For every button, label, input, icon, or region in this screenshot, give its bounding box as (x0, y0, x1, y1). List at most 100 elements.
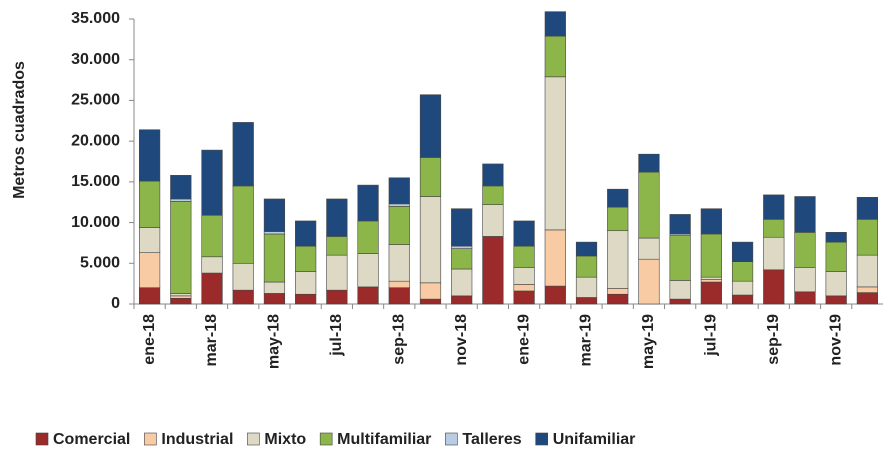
legend-swatch (247, 432, 260, 446)
bar-segment (170, 293, 192, 297)
bar-segment (357, 220, 379, 254)
bar-segment (638, 171, 660, 239)
bar-segment (669, 214, 691, 235)
bar-segment (700, 208, 722, 235)
bar-segment (295, 293, 317, 305)
bar-segment (170, 201, 192, 294)
y-tick-label: 10.000 (71, 214, 120, 231)
bar-segment (326, 254, 348, 291)
y-tick-label: 25.000 (71, 92, 120, 109)
bar-segment (263, 281, 286, 294)
bar-segment (669, 235, 691, 281)
bar-segment (638, 258, 660, 305)
bar-segment (419, 157, 442, 197)
x-tick-label: may-18 (266, 314, 283, 369)
legend-label: Mixto (264, 431, 306, 448)
bar-segment (139, 252, 161, 289)
bar-segment (669, 298, 691, 305)
bar-segment (357, 253, 379, 288)
bar-segment (607, 288, 629, 295)
bar-segment (451, 245, 473, 249)
bar-segment (856, 254, 878, 288)
bar-segment (825, 295, 847, 305)
bar-segment (263, 233, 286, 283)
bar-segment (326, 289, 348, 305)
x-tick-label: may-19 (640, 314, 657, 369)
legend-label: Multifamiliar (337, 431, 431, 448)
bar-segment (388, 287, 410, 305)
bar-segment (513, 245, 535, 268)
bar-segment (388, 177, 410, 205)
bar-segment (201, 272, 223, 305)
bar-segment (544, 229, 566, 287)
bar-segment (669, 280, 691, 300)
bar-segment (263, 293, 286, 305)
x-tick-label: mar-19 (578, 314, 595, 367)
bar-segment (544, 11, 566, 37)
bar-segment (170, 175, 192, 200)
y-tick-label: 5.000 (80, 255, 120, 272)
bar-segment (388, 244, 410, 282)
bar-segment (794, 232, 816, 268)
x-tick-label: nov-18 (453, 314, 470, 366)
bar-segment (482, 236, 504, 305)
bar-segment (700, 281, 722, 305)
bar-segment (575, 276, 598, 298)
bar-segment (170, 297, 192, 305)
y-tick-label: 30.000 (71, 51, 120, 68)
bar-segment (856, 197, 878, 220)
bar-segment (794, 196, 816, 233)
legend-label: Talleres (462, 431, 521, 448)
x-tick-label: ene-19 (515, 314, 532, 365)
bar-segment (607, 293, 629, 305)
bar-segment (357, 286, 379, 305)
bar-segment (700, 279, 722, 283)
bar-segment (794, 267, 816, 293)
bar-segment (232, 122, 254, 187)
bar-segment (544, 285, 566, 305)
bar-segment (419, 282, 442, 300)
bar-segment (763, 269, 785, 305)
bar-segment (794, 291, 816, 305)
bar-segment (482, 163, 504, 187)
bar-segment (201, 256, 223, 274)
bar-segment (326, 198, 348, 237)
bar-segment (139, 227, 161, 253)
bar-segment (326, 236, 348, 256)
bar-segment (544, 76, 566, 231)
bar-segment (763, 194, 785, 220)
bar-segment (513, 220, 535, 247)
bar-segment (700, 276, 722, 280)
legend-swatch (35, 432, 49, 446)
x-tick-label: sep-19 (765, 314, 782, 365)
bar-segment (607, 188, 629, 208)
bar-segment (388, 203, 410, 207)
bar-segment (451, 208, 473, 247)
bar-segment (638, 237, 660, 260)
bar-segment (825, 232, 847, 243)
bar-segment (607, 206, 629, 232)
legend-swatch (144, 432, 157, 446)
legend-swatch (319, 432, 333, 446)
bar-segment (419, 298, 442, 305)
legend-swatch (535, 432, 549, 446)
x-tick-label: ene-18 (141, 314, 158, 365)
bar-segment (419, 94, 442, 158)
bar-segment (731, 280, 754, 296)
y-axis-label: Metros cuadrados (11, 61, 28, 199)
bar-segment (544, 35, 566, 78)
y-tick-label: 0 (111, 295, 120, 312)
bar-segment (451, 268, 473, 297)
bar-segment (638, 153, 660, 173)
legend-label: Industrial (161, 431, 233, 448)
bar-segment (201, 149, 223, 216)
bar-segment (451, 295, 473, 305)
bar-segment (575, 241, 598, 257)
bar-segment (731, 241, 754, 262)
bar-segment (513, 290, 535, 305)
bar-segment (263, 231, 286, 235)
bar-segment (232, 262, 254, 291)
bar-segment (295, 271, 317, 295)
bar-segment (419, 196, 442, 284)
bar-segment (295, 245, 317, 272)
